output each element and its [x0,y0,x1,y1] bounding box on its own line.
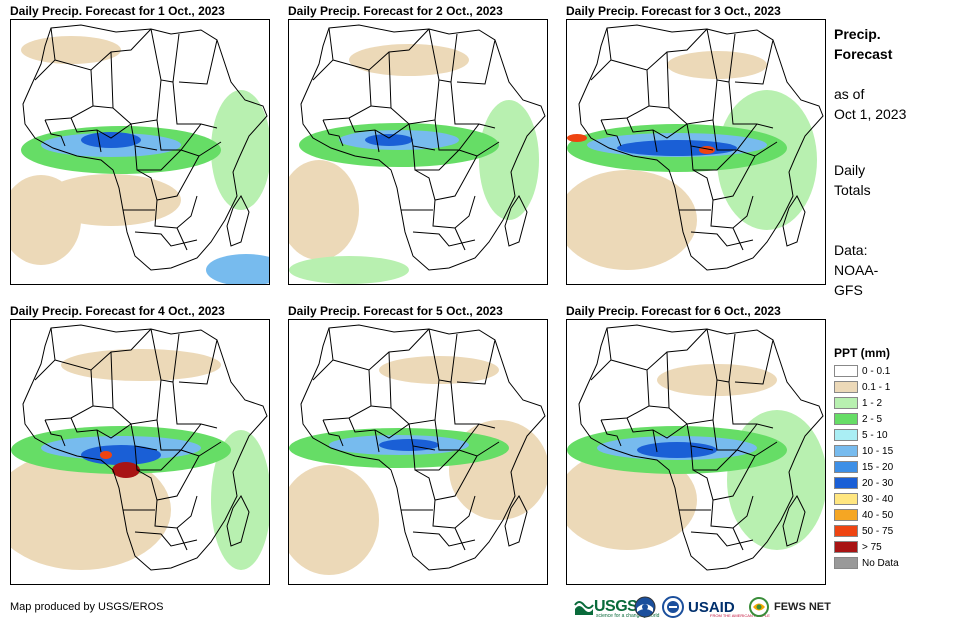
usgs-wave-icon [574,601,594,615]
doi-logo [662,594,686,620]
legend-label: 15 - 20 [862,462,894,473]
panel-title: Daily Precip. Forecast for 4 Oct., 2023 [10,304,225,318]
legend-label: 5 - 10 [862,430,888,441]
legend-label: 0.1 - 1 [862,382,891,393]
legend-label: 40 - 50 [862,510,894,521]
sidebar-asof-line2: Oct 1, 2023 [834,106,907,122]
legend: 0 - 0.1 0.1 - 1 1 - 2 2 - 5 5 - 10 10 - 15 15 … [834,364,954,572]
legend-item: 15 - 20 [834,460,954,476]
precip-map[interactable] [288,19,548,285]
sidebar-title-line2: Forecast [834,46,893,62]
usgs-wordmark: USGS [594,598,638,615]
legend-swatch [834,445,858,457]
sidebar-data: Data: NOAA- GFS [834,240,959,300]
legend-item: 30 - 40 [834,492,954,508]
precip-field [11,36,269,284]
fews-globe-icon [749,597,769,617]
legend-swatch [834,365,858,377]
usgs-tagline: science for a changing world [596,613,660,619]
legend-item: 1 - 2 [834,396,954,412]
legend-label: 1 - 2 [862,398,883,409]
sidebar-title: Precip. Forecast [834,24,959,64]
precip-field [567,51,817,270]
legend-swatch [834,509,858,521]
precip-map[interactable] [566,19,826,285]
legend-item: No Data [834,556,954,572]
legend-label: 30 - 40 [862,494,894,505]
legend-swatch [834,381,858,393]
sidebar-daily-line2: Totals [834,182,871,198]
sidebar-daily-line1: Daily [834,162,866,178]
legend-swatch [834,477,858,489]
legend-item: 0.1 - 1 [834,380,954,396]
panel-title: Daily Precip. Forecast for 6 Oct., 2023 [566,304,781,318]
precip-field [11,349,269,570]
noaa-logo [634,594,658,620]
legend-swatch [834,461,858,473]
legend-item: 0 - 0.1 [834,364,954,380]
fews-wordmark: FEWS NET [774,601,831,613]
precip-map[interactable] [10,319,270,585]
precip-field [567,364,825,550]
legend-label: 0 - 0.1 [862,366,891,377]
precip-map[interactable] [288,319,548,585]
precip-field [289,44,539,284]
usaid-tagline: FROM THE AMERICAN PEOPLE [710,613,770,618]
usaid-logo: USAID FROM THE AMERICAN PEOPLE [688,594,770,620]
legend-label: > 75 [862,542,882,553]
panel-title: Daily Precip. Forecast for 5 Oct., 2023 [288,304,503,318]
sidebar-asof-line1: as of [834,86,865,102]
noaa-seal-icon [634,596,656,618]
legend-label: No Data [862,558,899,569]
doi-seal-icon [662,596,684,618]
legend-item: 10 - 15 [834,444,954,460]
legend-item: 20 - 30 [834,476,954,492]
legend-item: 40 - 50 [834,508,954,524]
sidebar-data-line1: Data: [834,242,868,258]
legend-swatch [834,429,858,441]
sidebar-asof: as of Oct 1, 2023 [834,84,959,124]
legend-label: 50 - 75 [862,526,894,537]
forecast-panel-oct-3: Daily Precip. Forecast for 3 Oct., 2023 [566,3,836,285]
credit-text: Map produced by USGS/EROS [10,601,164,613]
sidebar-title-line1: Precip. [834,26,881,42]
usaid-wordmark: USAID [688,598,735,616]
legend-item: 2 - 5 [834,412,954,428]
legend-item: 50 - 75 [834,524,954,540]
legend-swatch [834,557,858,569]
forecast-panel-oct-4: Daily Precip. Forecast for 4 Oct., 2023 [10,303,280,585]
logo-bar: USGS science for a changing world USAID … [574,594,834,620]
precip-map[interactable] [10,19,270,285]
fews-net-logo: FEWS NET [748,594,834,620]
sidebar-data-line2: NOAA- [834,262,879,278]
legend-swatch [834,493,858,505]
panel-title: Daily Precip. Forecast for 2 Oct., 2023 [288,4,503,18]
panel-title: Daily Precip. Forecast for 1 Oct., 2023 [10,4,225,18]
sidebar-daily: Daily Totals [834,160,959,200]
legend-label: 20 - 30 [862,478,894,489]
legend-label: 10 - 15 [862,446,894,457]
legend-label: 2 - 5 [862,414,883,425]
legend-swatch [834,541,858,553]
sidebar-data-line3: GFS [834,282,863,298]
legend-title: PPT (mm) [834,346,891,360]
legend-swatch [834,397,858,409]
legend-swatch [834,413,858,425]
panel-title: Daily Precip. Forecast for 3 Oct., 2023 [566,4,781,18]
legend-item: 5 - 10 [834,428,954,444]
precip-map[interactable] [566,319,826,585]
legend-item: > 75 [834,540,954,556]
forecast-panel-oct-2: Daily Precip. Forecast for 2 Oct., 2023 [288,3,558,285]
usgs-logo: USGS science for a changing world [574,594,660,620]
forecast-panel-oct-6: Daily Precip. Forecast for 6 Oct., 2023 [566,303,836,585]
forecast-panel-oct-1: Daily Precip. Forecast for 1 Oct., 2023 [10,3,280,285]
legend-swatch [834,525,858,537]
forecast-panel-oct-5: Daily Precip. Forecast for 5 Oct., 2023 [288,303,558,585]
